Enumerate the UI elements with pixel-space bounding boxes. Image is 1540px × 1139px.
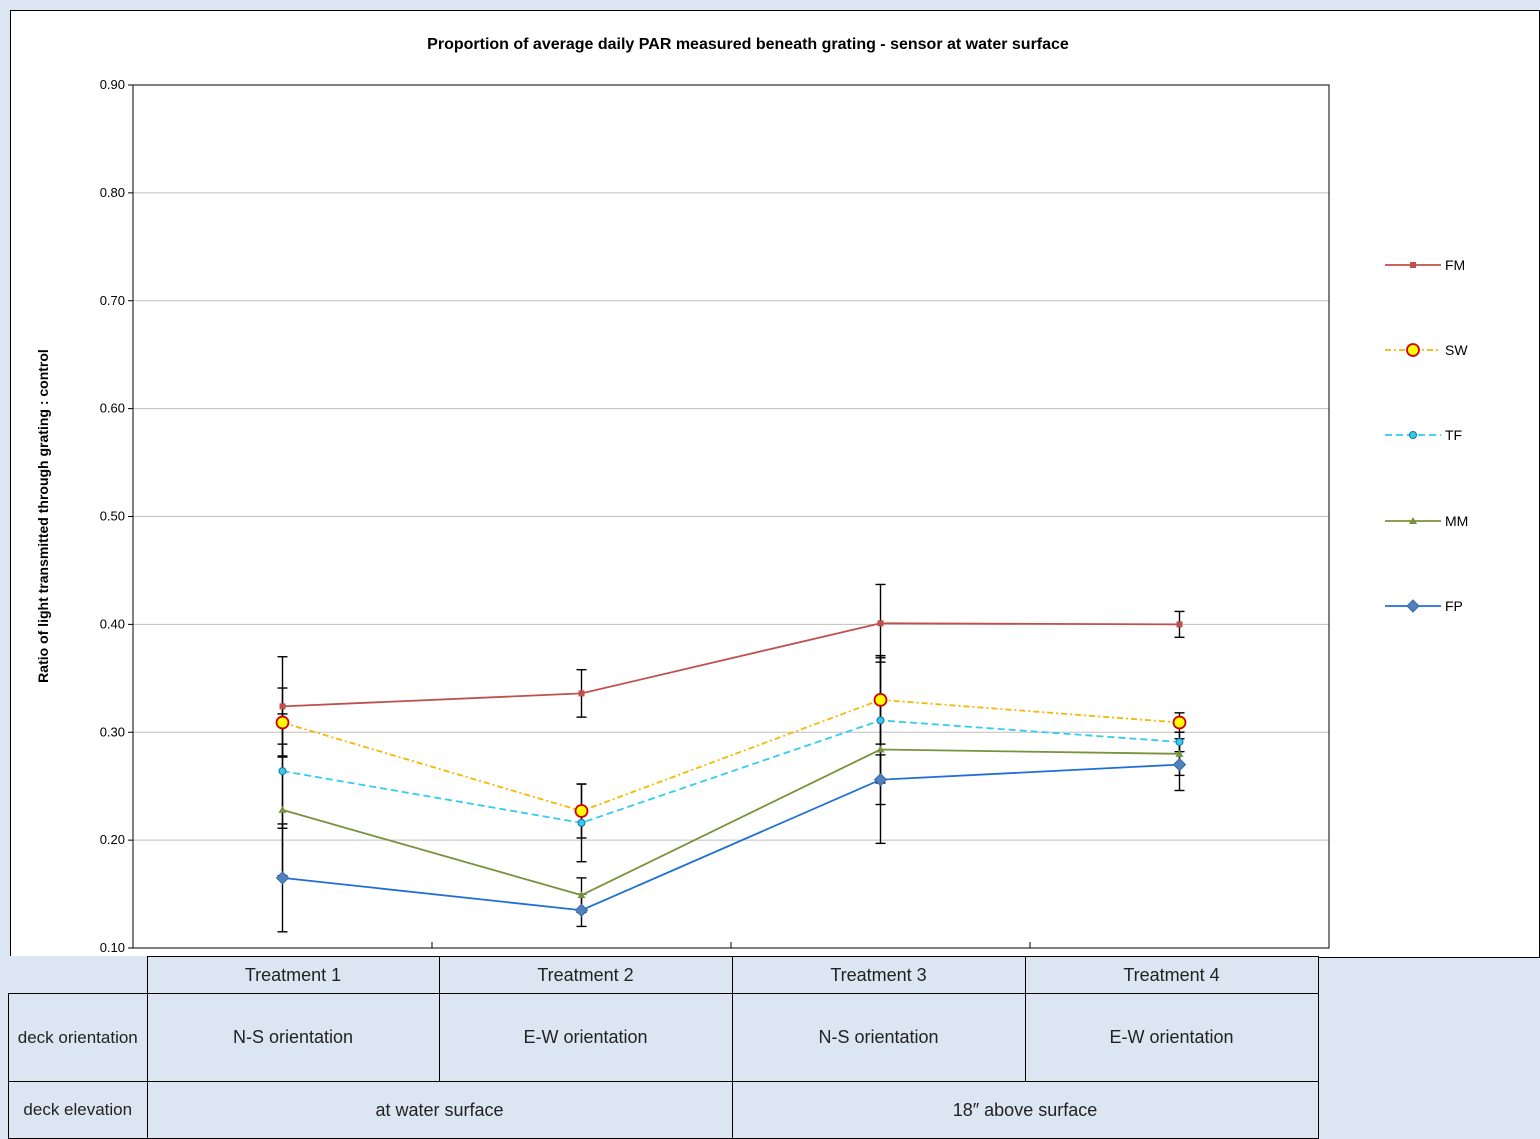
legend-marker-sw [1406, 343, 1420, 357]
data-point-fm [877, 620, 884, 627]
table-cell: 18″ above surface [731, 1081, 1319, 1139]
data-point-sw [275, 715, 290, 730]
legend-marker-mm [1409, 517, 1417, 524]
legend: FM SW TF MM FP [1385, 257, 1468, 614]
y-tick-label: 0.80 [100, 185, 125, 200]
series-fm [279, 620, 1183, 710]
table-header-treatment-1: Treatment 1 [146, 956, 440, 994]
data-point-tf [1175, 737, 1184, 746]
y-tick-label: 0.60 [100, 401, 125, 416]
y-tick-label: 0.50 [100, 509, 125, 524]
data-point-fp [574, 903, 589, 917]
y-tick-label: 0.90 [100, 77, 125, 92]
y-tick-label: 0.20 [100, 832, 125, 847]
legend-item-mm: MM [1385, 513, 1468, 529]
data-point-mm [1175, 749, 1184, 757]
series-mm [278, 745, 1184, 899]
legend-label-mm: MM [1445, 513, 1468, 529]
error-bars [277, 583, 1185, 933]
data-point-tf [876, 716, 885, 725]
y-axis-label: Ratio of light transmitted through grati… [35, 349, 51, 683]
series-lines [275, 620, 1187, 917]
data-point-fp [275, 871, 290, 885]
legend-item-fp: FP [1385, 598, 1463, 614]
series-tf [278, 716, 1184, 827]
data-point-sw [873, 692, 888, 707]
y-tick-label: 0.30 [100, 724, 125, 739]
data-point-fp [1172, 757, 1187, 772]
table-cell: E-W orientation [1024, 993, 1319, 1082]
data-point-fm [578, 690, 585, 697]
line-chart: Proportion of average daily PAR measured… [35, 36, 1468, 955]
row-label-deck-elevation: deck elevation [8, 1081, 148, 1139]
data-point-fm [1176, 621, 1183, 628]
treatment-table: Treatment 1 Treatment 2 Treatment 3 Trea… [8, 956, 1319, 1139]
series-sw [275, 692, 1187, 818]
data-point-tf [278, 767, 287, 776]
data-point-sw [1172, 715, 1187, 730]
legend-label-tf: TF [1445, 427, 1462, 443]
series-line-mm [282, 748, 1180, 897]
grid [133, 84, 1329, 841]
series-line-sw [282, 698, 1180, 812]
table-cell: E-W orientation [438, 993, 733, 1082]
table-cell: at water surface [146, 1081, 733, 1139]
table-cell: N-S orientation [146, 993, 440, 1082]
axes [132, 84, 1330, 949]
legend-item-fm: FM [1385, 257, 1465, 273]
table-header-treatment-3: Treatment 3 [731, 956, 1026, 994]
table-corner [8, 956, 148, 994]
legend-marker-fm [1410, 262, 1416, 268]
legend-marker-fp [1406, 599, 1420, 613]
data-point-mm [278, 805, 287, 813]
legend-label-fm: FM [1445, 257, 1465, 273]
table-header-treatment-4: Treatment 4 [1024, 956, 1319, 994]
data-point-tf [577, 818, 586, 827]
data-point-mm [577, 891, 586, 899]
table-header-treatment-2: Treatment 2 [438, 956, 733, 994]
series-line-fp [282, 763, 1180, 912]
chart-title: Proportion of average daily PAR measured… [427, 36, 1069, 53]
table-cell: N-S orientation [731, 993, 1026, 1082]
legend-marker-tf [1409, 431, 1417, 439]
legend-item-sw: SW [1385, 342, 1468, 358]
y-tick-label: 0.70 [100, 293, 125, 308]
series-fp [275, 757, 1187, 917]
series-line-fm [282, 622, 1180, 708]
legend-item-tf: TF [1385, 427, 1462, 443]
chart-frame: Proportion of average daily PAR measured… [10, 10, 1540, 958]
row-label-deck-orientation: deck orientation [8, 993, 148, 1082]
y-axis-ticks: 0.10 0.20 0.30 0.40 0.50 0.60 0.70 0.80 0.90 [100, 77, 133, 955]
legend-label-fp: FP [1445, 598, 1463, 614]
data-point-fp [873, 773, 888, 787]
legend-label-sw: SW [1445, 342, 1468, 358]
y-tick-label: 0.10 [100, 940, 125, 955]
data-point-sw [574, 804, 589, 818]
data-point-fm [279, 703, 286, 710]
data-point-mm [876, 745, 885, 753]
y-tick-label: 0.40 [100, 616, 125, 631]
